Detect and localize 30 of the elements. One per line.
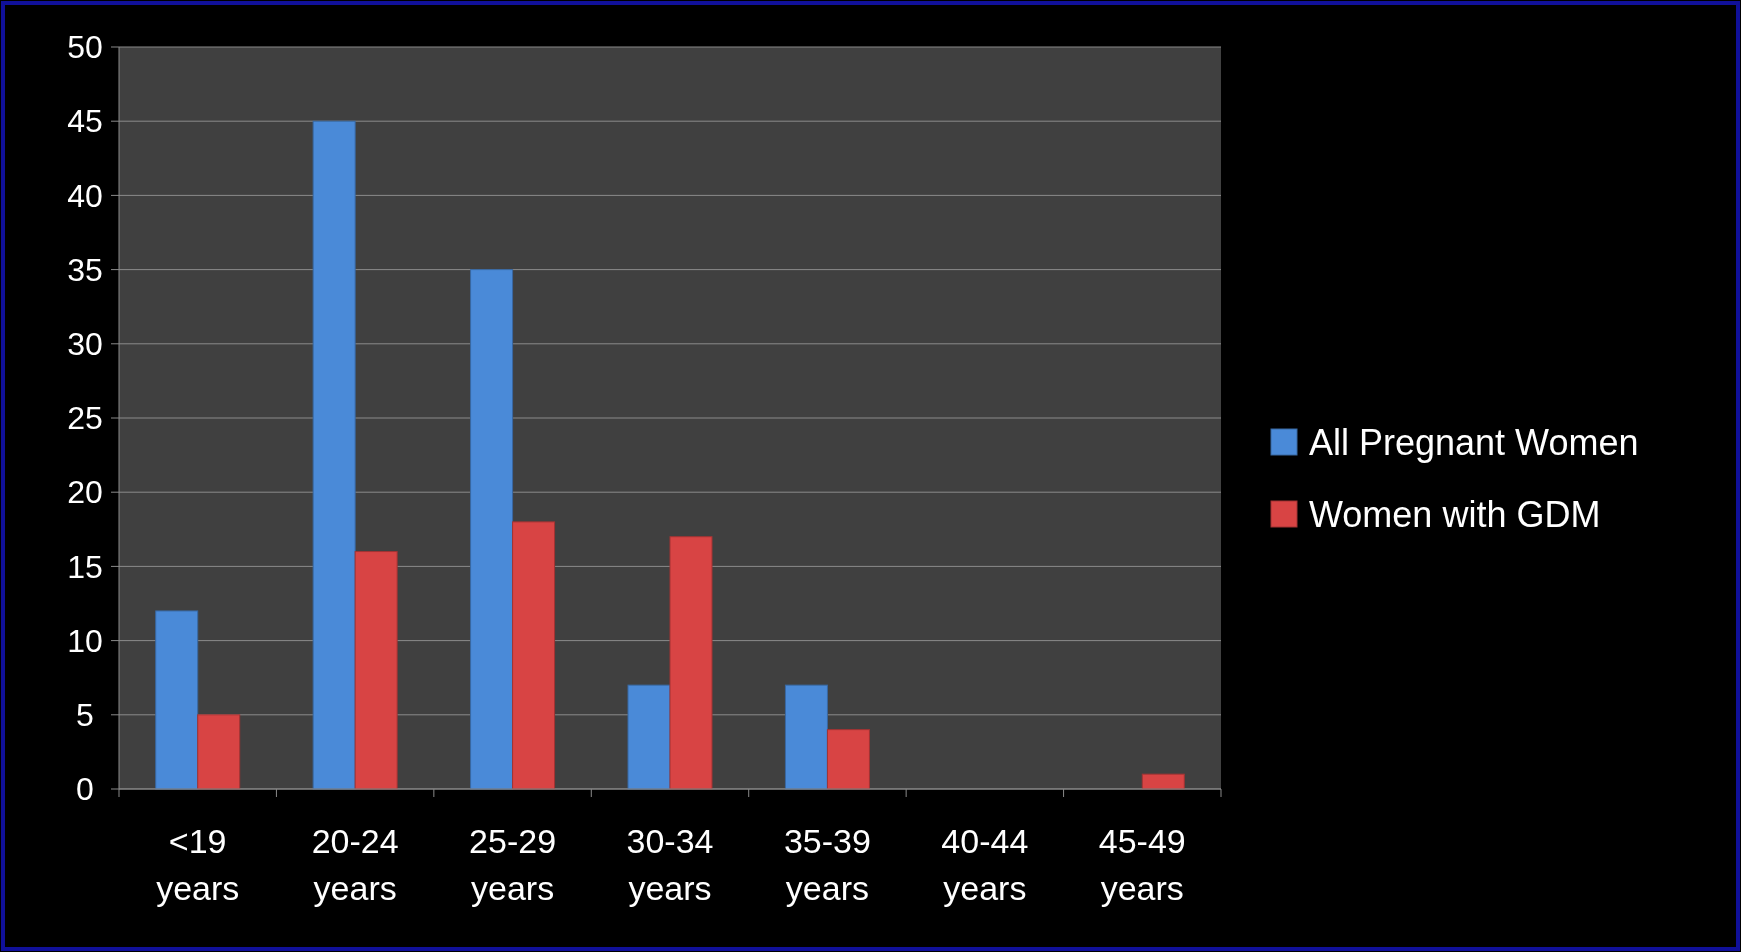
x-tick-label: 40-44 years xyxy=(941,822,1029,907)
bar xyxy=(354,551,398,790)
bar xyxy=(312,120,356,790)
y-tick-label: 0 xyxy=(76,771,94,808)
legend-label: Women with GDM xyxy=(1309,493,1601,535)
y-tick-label: 40 xyxy=(67,177,103,214)
x-tick-label: <19 years xyxy=(156,822,240,907)
y-tick-label: 20 xyxy=(67,474,103,511)
x-tick-label: 45-49 years xyxy=(1098,822,1186,907)
y-tick-label: 30 xyxy=(67,326,103,362)
x-tick-label: 20-24 years xyxy=(311,822,399,907)
bar xyxy=(512,521,556,790)
y-tick-label: 10 xyxy=(67,622,103,659)
bar xyxy=(470,269,514,790)
x-tick-label: 25-29 years xyxy=(469,822,557,907)
bar xyxy=(155,610,199,790)
y-tick-label: 15 xyxy=(67,548,103,585)
bar xyxy=(826,729,870,790)
bar xyxy=(784,684,828,790)
y-tick-label: 5 xyxy=(76,697,94,733)
x-tick-label: 30-34 years xyxy=(626,822,714,907)
bar xyxy=(197,714,241,790)
x-tick-label: 35-39 years xyxy=(783,822,871,907)
y-tick-label: 35 xyxy=(67,251,103,288)
legend-label: All Pregnant Women xyxy=(1309,421,1639,463)
bar xyxy=(669,536,713,790)
bar xyxy=(627,684,671,790)
y-tick-label: 45 xyxy=(67,103,103,140)
y-tick-label: 50 xyxy=(67,29,103,66)
y-tick-label: 25 xyxy=(67,400,103,437)
